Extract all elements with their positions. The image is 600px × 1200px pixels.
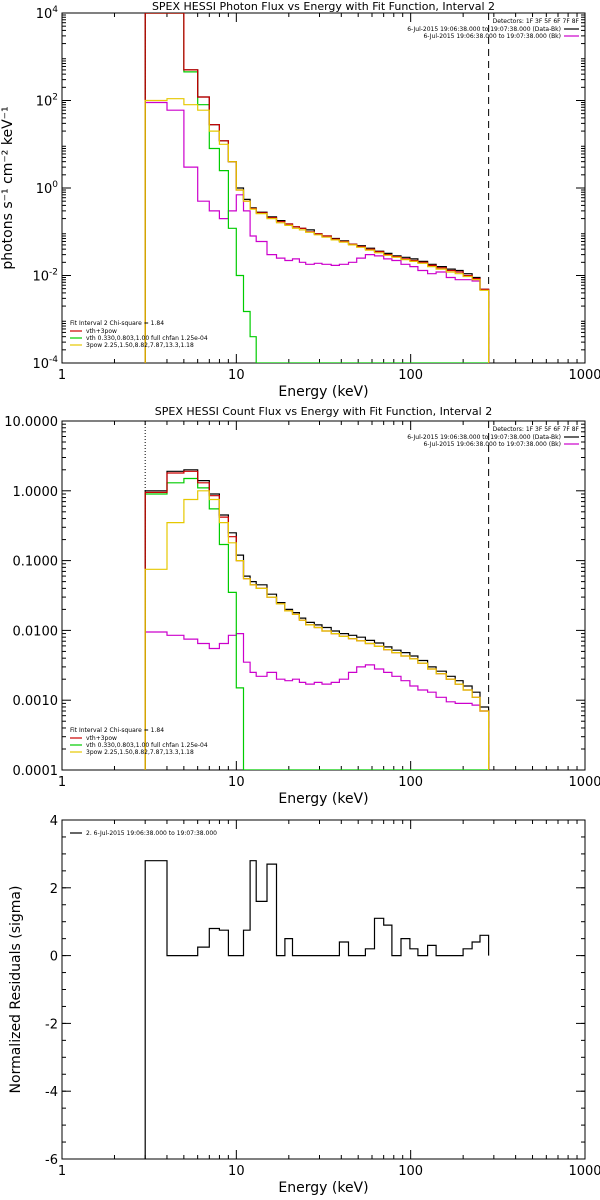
legend-detectors: Detectors: 1F 3F 5F 6F 7F 8F — [493, 18, 580, 25]
x-tick-label: 1 — [58, 1164, 66, 1179]
x-tick-label: 1 — [58, 775, 66, 790]
series-data-bk — [144, 469, 490, 770]
chart-title: SPEX HESSI Count Flux vs Energy with Fit… — [155, 405, 492, 418]
photon-flux-chart: SPEX HESSI Photon Flux vs Energy with Fi… — [0, 0, 600, 400]
series-bk — [144, 631, 490, 770]
x-tick-label: 1000 — [568, 368, 600, 383]
legend-entry: 6-Jul-2015 19:06:38.000 to 19:07:38.000 … — [407, 434, 561, 441]
y-tick-label: 104 — [36, 5, 59, 22]
legend-entry: 3pow 2.25,1.50,8.82,7.87,13.3,1.18 — [86, 749, 194, 756]
plot-frame — [61, 420, 586, 771]
y-tick-label: 0.0001 — [13, 764, 59, 779]
legend-entry: vth+3pow — [86, 328, 117, 335]
y-tick-base: 10 — [32, 357, 49, 372]
legend-detectors: Detectors: 1F 3F 5F 6F 7F 8F — [493, 426, 580, 433]
series-vth — [144, 477, 489, 770]
y-tick-label: -4 — [45, 1085, 58, 1100]
y-tick-label: 10-4 — [32, 355, 58, 372]
x-tick-label: 100 — [398, 1164, 423, 1179]
y-tick-base: 10 — [36, 7, 53, 22]
y-tick-exponent: 2 — [52, 93, 58, 103]
residuals-chart: 1 10 100 1000 -6 -4 -2 0 2 4 Energy (keV) Normalize… — [8, 814, 600, 1196]
legend-entry: vth+3pow — [86, 735, 117, 742]
x-tick-label: 10 — [228, 775, 245, 790]
y-axis-label: photons s⁻¹ cm⁻² keV⁻¹ — [0, 106, 16, 269]
y-tick-base: 10 — [36, 95, 53, 110]
x-tick-label: 1000 — [568, 1164, 600, 1179]
legend-entry: vth 0.330,0.803,1.00 full chfan 1.25e-04 — [86, 742, 208, 749]
y-tick-label: -2 — [45, 1017, 58, 1032]
y-tick-label: 102 — [36, 93, 58, 110]
series-group — [144, 469, 490, 770]
y-tick-base: 10 — [36, 182, 53, 197]
y-axis-label: Normalized Residuals (sigma) — [8, 886, 24, 1094]
y-tick-label: 4 — [50, 814, 58, 829]
legend-entry: 6-Jul-2015 19:06:38.000 to 19:07:38.000 … — [423, 441, 561, 448]
series-residuals — [144, 860, 490, 1159]
series-3pow — [144, 490, 490, 770]
legend-entry: 6-Jul-2015 19:06:38.000 to 19:07:38.000 … — [423, 33, 561, 40]
legend-entry: 3pow 2.25,1.50,8.82,7.87,13.3,1.18 — [86, 342, 194, 349]
y-tick-label: -6 — [45, 1153, 58, 1168]
y-tick-label: 10-2 — [32, 268, 58, 285]
legend-entry: vth 0.330,0.803,1.00 full chfan 1.25e-04 — [86, 335, 208, 342]
y-tick-label: 0 — [50, 950, 58, 965]
series-bk — [144, 101, 490, 363]
y-tick-label: 1.0000 — [13, 485, 59, 500]
series-vth-3pow — [144, 470, 490, 770]
x-tick-label: 100 — [398, 368, 423, 383]
chart-title: SPEX HESSI Photon Flux vs Energy with Fi… — [152, 0, 495, 13]
legend-fit-header: Fit Interval 2 Chi-square = 1.84 — [70, 320, 164, 327]
y-tick-exponent: 4 — [52, 5, 58, 15]
y-tick-label: 0.1000 — [13, 555, 59, 570]
legend-entry: 6-Jul-2015 19:06:38.000 to 19:07:38.000 … — [407, 26, 561, 33]
series-vth-3pow — [144, 13, 490, 363]
x-tick-label: 1000 — [568, 775, 600, 790]
series-data-bk — [144, 13, 490, 363]
x-tick-label: 10 — [228, 1164, 245, 1179]
x-tick-label: 10 — [228, 368, 245, 383]
series-group — [144, 13, 490, 363]
y-tick-label: 0.0010 — [13, 694, 59, 709]
x-axis-label: Energy (keV) — [278, 384, 368, 400]
y-tick-label: 0.0100 — [13, 624, 59, 639]
y-tick-label: 10.0000 — [4, 415, 58, 430]
y-tick-label: 2 — [50, 882, 58, 897]
plot-frame — [61, 12, 586, 364]
y-tick-base: 10 — [32, 270, 49, 285]
x-tick-label: 1 — [58, 368, 66, 383]
series-vth — [144, 13, 489, 363]
y-tick-exponent: -4 — [49, 355, 58, 365]
legend-entry: 2. 6-Jul-2015 19:06:38.000 to 19:07:38.0… — [86, 830, 217, 837]
x-axis-label: Energy (keV) — [278, 1180, 368, 1196]
series-3pow — [144, 98, 490, 363]
legend-fit-header: Fit Interval 2 Chi-square = 1.84 — [70, 727, 164, 734]
y-tick-exponent: 0 — [52, 180, 58, 190]
x-axis-label: Energy (keV) — [278, 791, 368, 807]
y-tick-exponent: -2 — [49, 268, 58, 278]
count-flux-chart: SPEX HESSI Count Flux vs Energy with Fit… — [4, 405, 600, 807]
x-tick-label: 100 — [398, 775, 423, 790]
y-tick-label: 100 — [36, 180, 59, 197]
plot-frame — [61, 819, 586, 1160]
series-group — [144, 860, 490, 1159]
